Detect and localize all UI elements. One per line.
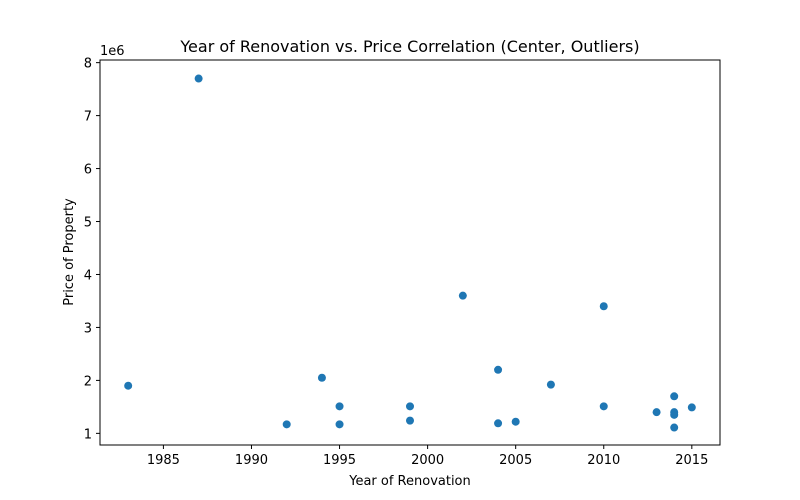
y-tick-label: 7: [84, 110, 92, 125]
x-axis-label: Year of Renovation: [348, 474, 471, 489]
data-point: [652, 408, 661, 417]
y-tick-label: 6: [84, 163, 92, 178]
x-tick-label: 1995: [323, 453, 356, 468]
x-tick-label: 2015: [675, 453, 708, 468]
plot-area: 1985 1990 1995 2000 2005 2010 2015 1 2 3 4 5 6 7 8: [84, 57, 721, 468]
data-point: [335, 420, 344, 429]
x-tick-label: 1990: [235, 453, 268, 468]
x-tick-label: 1985: [147, 453, 180, 468]
y-tick-label: 8: [84, 57, 92, 72]
data-point: [494, 419, 503, 428]
y-offset-label: 1e6: [100, 44, 125, 59]
x-tick-label: 2010: [587, 453, 620, 468]
data-point: [599, 402, 608, 411]
x-tick-label: 2005: [499, 453, 532, 468]
x-tick-label: 2000: [411, 453, 444, 468]
data-point: [458, 291, 467, 300]
x-axis-ticks: 1985 1990 1995 2000 2005 2010 2015: [147, 445, 708, 468]
chart-title: Year of Renovation vs. Price Correlation…: [179, 37, 639, 56]
scatter-points: [124, 74, 696, 432]
y-axis-ticks: 1 2 3 4 5 6 7 8: [84, 57, 100, 442]
data-point: [406, 416, 414, 425]
data-point: [282, 420, 291, 429]
data-point: [335, 402, 344, 411]
data-point: [194, 74, 203, 83]
data-point: [599, 302, 608, 311]
data-point: [670, 423, 679, 432]
data-point: [546, 380, 555, 389]
y-tick-label: 4: [84, 268, 92, 283]
axes-frame: [99, 59, 721, 446]
data-point: [124, 381, 133, 390]
data-point: [317, 373, 326, 382]
data-point: [687, 403, 696, 412]
y-tick-label: 2: [84, 374, 92, 389]
data-point: [670, 392, 679, 401]
data-point: [494, 365, 503, 374]
y-tick-label: 5: [84, 216, 92, 231]
data-point: [670, 410, 679, 419]
data-point: [406, 402, 414, 411]
data-point: [511, 417, 520, 426]
y-tick-label: 1: [84, 427, 92, 442]
y-axis-label: Price of Property: [62, 198, 77, 306]
y-tick-label: 3: [84, 321, 92, 336]
